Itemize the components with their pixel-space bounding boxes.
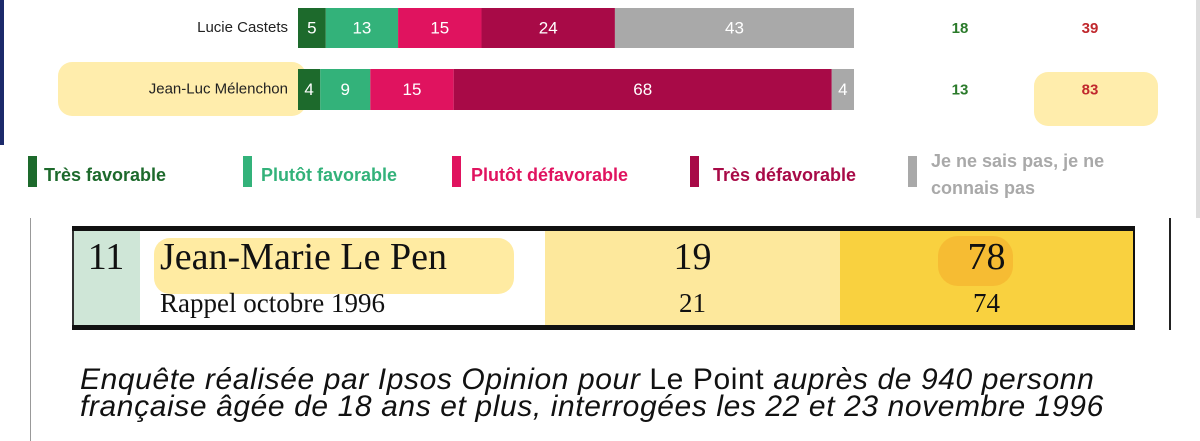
- table-rule: [72, 325, 1135, 330]
- legend-marker: [28, 156, 37, 187]
- value-label: 4: [838, 80, 847, 99]
- row-label: Rappel octobre 1996: [160, 288, 385, 318]
- bar-segment: [481, 8, 615, 48]
- bar-segment: [614, 8, 854, 48]
- footnote-line: Enquête réalisée par Ipsos Opinion pour …: [80, 365, 1094, 395]
- legend-label: Je ne sais pas, je ne connais pas: [931, 151, 1105, 198]
- legend-marker: [243, 156, 252, 187]
- legend-label: Plutôt favorable: [261, 165, 398, 185]
- favorable-total: 18: [952, 20, 969, 37]
- value-label: 4: [304, 80, 313, 99]
- value-label: 9: [341, 80, 350, 99]
- value-label: 13: [352, 18, 371, 37]
- cell: 78: [967, 236, 1006, 278]
- bar-segment: [298, 8, 326, 48]
- highlight: [154, 238, 514, 294]
- category-label: Lucie Castets: [197, 19, 288, 36]
- unfavorable-total: 39: [1082, 20, 1099, 37]
- rank-cell: [72, 226, 140, 330]
- footnote-text: Enquête réalisée par Ipsos Opinion pour: [80, 363, 641, 396]
- value-label: 5: [307, 18, 316, 37]
- bar-segment: [325, 8, 399, 48]
- bar-segment: [453, 69, 832, 110]
- footnote-text: Le Point: [649, 363, 765, 396]
- cell: 74: [973, 288, 1000, 318]
- bar-segment: [298, 69, 321, 110]
- legend-marker: [690, 156, 699, 187]
- value-label: 15: [430, 18, 449, 37]
- legend-label: Très défavorable: [713, 165, 857, 185]
- chart: Lucie Castets 5 13 15 24 43 18 39 Jean-Luc Mélen…: [149, 8, 1099, 110]
- table: 11 Jean-Marie Le Pen 19 78 Rappel octobr…: [72, 226, 1135, 330]
- legend-label: Plutôt défavorable: [471, 165, 629, 185]
- value-label: 68: [633, 80, 652, 99]
- frame-line: [30, 218, 31, 441]
- footnote-text: auprès de 940 personn: [773, 363, 1095, 396]
- legend-marker: [452, 156, 461, 187]
- frame-border: [1196, 0, 1200, 218]
- value-label: 43: [725, 18, 744, 37]
- value-label: 24: [539, 18, 558, 37]
- footnote-line: française âgée de 18 ans et plus, interr…: [80, 392, 1104, 422]
- frame-border: [0, 0, 4, 145]
- rank: 11: [87, 236, 125, 278]
- frame-line: [1169, 218, 1171, 330]
- bar-segment: [320, 69, 371, 110]
- table-rule: [1133, 226, 1135, 330]
- bar-segment: [370, 69, 454, 110]
- col-favorable: [545, 226, 840, 330]
- category-label: Jean-Luc Mélenchon: [149, 80, 288, 97]
- unfavorable-total: 83: [1082, 81, 1099, 98]
- legend-marker: [908, 156, 917, 187]
- bar-segment: [398, 8, 482, 48]
- footnote-text: française âgée de 18 ans et plus, interr…: [80, 390, 1104, 423]
- highlight: [1034, 72, 1158, 126]
- favorable-total: 13: [952, 81, 969, 98]
- highlight: [938, 236, 1013, 286]
- cell: 19: [673, 236, 712, 278]
- row-label: Jean-Marie Le Pen: [160, 236, 447, 278]
- col-unfavorable: [840, 226, 1133, 330]
- bar-segment: [831, 69, 854, 110]
- cell: 21: [679, 288, 706, 318]
- table-rule: [72, 226, 1135, 231]
- value-label: 15: [403, 80, 422, 99]
- legend-label: Très favorable: [44, 165, 167, 185]
- highlight: [58, 62, 306, 116]
